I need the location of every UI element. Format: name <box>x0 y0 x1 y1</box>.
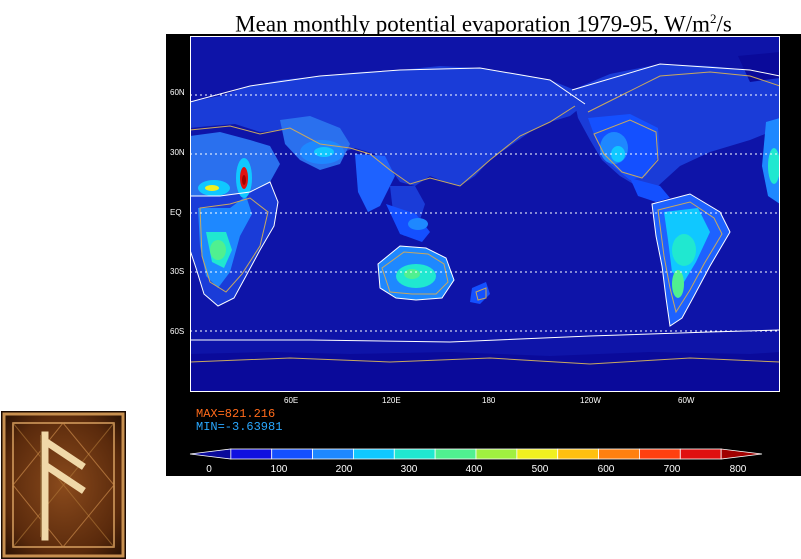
plot-panel: 60N 30N EQ 30S 60S 60E 120E 180 120W 60W… <box>166 34 801 476</box>
colorbar-label-600: 600 <box>597 464 615 475</box>
colorbar-segment <box>393 448 436 460</box>
lat-label-30s: 30S <box>170 267 185 276</box>
colorbar-label-300: 300 <box>400 464 418 475</box>
colorbar <box>189 448 763 460</box>
min-value: MIN=-3.63981 <box>196 420 283 434</box>
lat-label-60s: 60S <box>170 327 185 336</box>
lat-label-30n: 30N <box>170 148 185 157</box>
land-antarctica <box>190 352 780 392</box>
colorbar-segment <box>189 448 232 460</box>
colorbar-label-100: 100 <box>270 464 288 475</box>
lon-label-120e: 120E <box>382 396 401 405</box>
contour-lines <box>190 63 780 343</box>
lat-label-eq: EQ <box>170 208 182 217</box>
colorbar-segment <box>679 448 722 460</box>
lat-label-60n: 60N <box>170 88 185 97</box>
colorbar-label-500: 500 <box>531 464 549 475</box>
colorbar-segment <box>475 448 518 460</box>
colorbar-label-800: 800 <box>729 464 747 475</box>
lon-label-120w: 120W <box>580 396 601 405</box>
rune-emblem-logo <box>1 411 126 559</box>
colorbar-segment <box>312 448 354 460</box>
land-eurasia <box>190 66 585 186</box>
colorbar-segment <box>434 448 477 460</box>
colorbar-segment <box>639 448 681 460</box>
land-india <box>355 154 395 212</box>
stats-block: MAX=821.216 MIN=-3.63981 <box>196 408 282 434</box>
colorbar-label-400: 400 <box>465 464 483 475</box>
lon-label-180: 180 <box>482 396 496 405</box>
colorbar-segment <box>598 448 640 460</box>
evaporation-map <box>190 36 780 392</box>
colorbar-label-200: 200 <box>335 464 353 475</box>
page-title: Mean monthly potential evaporation 1979-… <box>235 11 732 37</box>
colorbar-segment <box>353 448 395 460</box>
colorbar-segment <box>230 448 273 460</box>
lon-label-60w: 60W <box>678 396 695 405</box>
grid-lines <box>190 94 780 332</box>
map-frame <box>190 36 780 392</box>
lon-label-60e: 60E <box>284 396 299 405</box>
land-sahara <box>190 132 280 196</box>
max-value: MAX=821.216 <box>196 407 276 421</box>
colorbar-segment <box>557 448 599 460</box>
colorbar-label-0: 0 <box>206 464 212 475</box>
colorbar-segment <box>271 448 313 460</box>
colorbar-segment <box>516 448 559 460</box>
colorbar-segment <box>720 448 763 460</box>
colorbar-label-700: 700 <box>663 464 681 475</box>
